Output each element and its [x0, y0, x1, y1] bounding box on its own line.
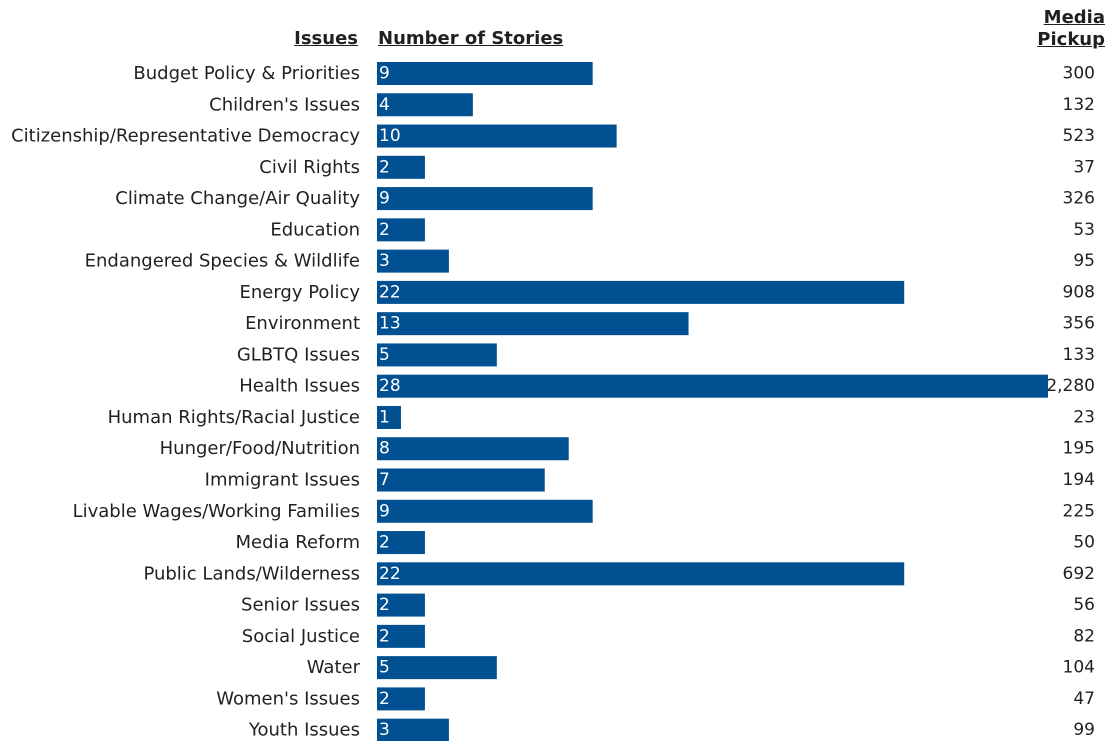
category-label: Human Rights/Racial Justice	[108, 407, 360, 428]
media-pickup-value: 37	[1073, 157, 1095, 177]
media-pickup-value: 95	[1073, 251, 1095, 271]
bar-value-label: 2	[379, 220, 390, 240]
bar-value-label: 2	[379, 595, 390, 615]
bar	[377, 249, 449, 273]
category-label: Citizenship/Representative Democracy	[11, 126, 360, 147]
bar	[377, 343, 497, 367]
category-label: Education	[270, 219, 360, 240]
bar-value-label: 3	[379, 720, 390, 740]
bar-value-label: 1	[379, 407, 390, 427]
category-label: Hunger/Food/Nutrition	[160, 438, 360, 459]
issues-header: Issues	[294, 28, 358, 49]
media-pickup-value: 56	[1073, 595, 1095, 615]
bar-value-label: 22	[379, 564, 401, 584]
bar-value-label: 9	[379, 501, 390, 521]
media-pickup-value: 2,280	[1046, 376, 1095, 396]
bar	[377, 405, 401, 429]
bar-value-label: 10	[379, 126, 401, 146]
media-pickup-header: Media Pickup	[1005, 7, 1105, 51]
category-label: Environment	[245, 313, 360, 334]
bar	[377, 62, 593, 85]
media-pickup-value: 523	[1063, 126, 1095, 146]
category-label: Budget Policy & Priorities	[133, 63, 360, 84]
media-pickup-value: 104	[1063, 658, 1095, 678]
bar-value-label: 22	[379, 282, 401, 302]
bar-value-label: 5	[379, 658, 390, 678]
media-pickup-value: 132	[1063, 95, 1095, 115]
bar-value-label: 4	[379, 95, 390, 115]
bar	[377, 687, 425, 711]
media-pickup-value: 23	[1073, 407, 1095, 427]
media-pickup-value: 908	[1063, 282, 1095, 302]
media-pickup-value: 326	[1063, 189, 1095, 209]
bar	[377, 218, 425, 242]
bar-value-label: 2	[379, 157, 390, 177]
media-pickup-value: 300	[1063, 64, 1095, 84]
category-label: Immigrant Issues	[205, 470, 360, 491]
media-pickup-header-line1: Media	[1043, 7, 1105, 28]
category-label: Civil Rights	[259, 157, 360, 178]
bar-value-label: 2	[379, 533, 390, 553]
bar-value-label: 3	[379, 251, 390, 271]
number-of-stories-header: Number of Stories	[378, 28, 564, 49]
bar	[377, 437, 569, 461]
category-label: Social Justice	[242, 626, 360, 647]
media-pickup-value: 225	[1063, 501, 1095, 521]
bar-value-label: 5	[379, 345, 390, 365]
media-pickup-value: 50	[1073, 533, 1095, 553]
category-label: Water	[307, 657, 361, 678]
media-pickup-header-line2: Pickup	[1037, 29, 1105, 50]
bar	[377, 562, 905, 586]
media-pickup-value: 82	[1073, 626, 1095, 646]
bar	[377, 718, 449, 741]
media-pickup-value: 356	[1063, 314, 1095, 334]
bar	[377, 531, 425, 555]
category-label: Senior Issues	[241, 595, 360, 616]
category-label: Energy Policy	[239, 282, 360, 303]
bar	[377, 468, 545, 492]
category-label: Health Issues	[239, 376, 360, 397]
media-pickup-value: 692	[1063, 564, 1095, 584]
bar	[377, 312, 689, 336]
bar-value-label: 2	[379, 626, 390, 646]
bar	[377, 499, 593, 523]
bar-value-label: 13	[379, 314, 401, 334]
bar	[377, 280, 905, 304]
media-pickup-value: 47	[1073, 689, 1095, 709]
bar-value-label: 8	[379, 439, 390, 459]
bar	[377, 374, 1048, 398]
bar-value-label: 7	[379, 470, 390, 490]
bar	[377, 93, 473, 117]
bar	[377, 624, 425, 648]
bar-value-label: 2	[379, 689, 390, 709]
media-pickup-value: 195	[1063, 439, 1095, 459]
category-label: Endangered Species & Wildlife	[85, 251, 360, 272]
category-label: Children's Issues	[209, 94, 360, 115]
category-label: Media Reform	[235, 532, 360, 553]
media-pickup-value: 194	[1063, 470, 1095, 490]
bar-value-label: 28	[379, 376, 401, 396]
bar	[377, 187, 593, 211]
category-label: Public Lands/Wilderness	[143, 563, 360, 584]
category-label: Women's Issues	[216, 688, 360, 709]
category-label: Livable Wages/Working Families	[73, 501, 360, 522]
media-pickup-value: 53	[1073, 220, 1095, 240]
bar	[377, 656, 497, 680]
bar	[377, 124, 617, 148]
bar-value-label: 9	[379, 64, 390, 84]
media-pickup-value: 133	[1063, 345, 1095, 365]
bar	[377, 593, 425, 617]
bar-value-label: 9	[379, 189, 390, 209]
media-pickup-value: 99	[1073, 720, 1095, 740]
category-label: GLBTQ Issues	[237, 344, 360, 365]
category-label: Climate Change/Air Quality	[115, 188, 360, 209]
bar	[377, 155, 425, 179]
category-label: Youth Issues	[248, 720, 360, 741]
